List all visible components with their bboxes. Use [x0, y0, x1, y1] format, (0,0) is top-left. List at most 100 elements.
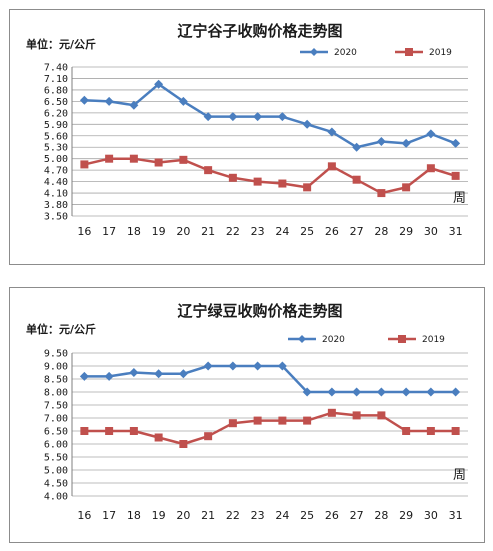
millet-point-2019: [451, 171, 460, 180]
millet-x-tick-label: 19: [152, 225, 166, 238]
mungbean-point-2020: [129, 368, 139, 377]
mungbean-point-2019: [278, 416, 287, 425]
millet-y-tick-label: 3.50: [44, 212, 68, 223]
millet-x-tick-label: 29: [399, 225, 413, 238]
millet-point-2020: [79, 95, 89, 105]
millet-point-2019: [352, 175, 361, 184]
millet-point-2019: [154, 158, 163, 167]
mungbean-y-tick-label: 5.50: [44, 453, 68, 464]
mungbean-x-tick-label: 20: [176, 509, 190, 522]
millet-point-2020: [376, 137, 386, 146]
millet-x-tick-label: 30: [424, 225, 438, 238]
mungbean-point-2020: [154, 369, 164, 379]
mungbean-point-2019: [179, 440, 188, 448]
millet-y-tick-label: 7.10: [44, 74, 68, 85]
millet-title: 辽宁谷子收购价格走势图: [177, 22, 342, 40]
millet-point-2019: [129, 154, 138, 163]
millet-point-2020: [104, 96, 114, 106]
mungbean-point-2019: [303, 416, 312, 425]
millet-x-tick-label: 21: [201, 225, 215, 238]
millet-x-tick-label: 17: [102, 225, 116, 238]
mungbean-point-2019: [129, 427, 138, 435]
mungbean-x-axis-label: 周: [453, 468, 466, 483]
millet-point-2020: [401, 138, 411, 148]
millet-point-2020: [277, 112, 287, 122]
millet-point-2019: [278, 179, 287, 188]
mungbean-x-tick-label: 30: [424, 509, 438, 522]
millet-point-2019: [426, 164, 435, 173]
mungbean-y-tick-label: 9.50: [44, 349, 68, 360]
mungbean-x-tick-label: 27: [350, 509, 364, 522]
millet-point-2019: [80, 160, 89, 169]
mungbean-y-tick-label: 4.00: [44, 492, 68, 503]
mungbean-y-tick-label: 8.00: [44, 388, 68, 399]
mungbean-point-2019: [426, 427, 435, 435]
mungbean-point-2019: [204, 432, 213, 441]
millet-point-2019: [253, 177, 262, 186]
mungbean-legend-label: 2019: [422, 335, 445, 345]
chart-mungbean: 辽宁绿豆收购价格走势图 单位：元/公斤 2020 2019 9.50 9.00 8.50 8.…: [9, 287, 485, 543]
mungbean-point-2020: [228, 361, 238, 371]
millet-y-tick-label: 5.60: [44, 131, 68, 142]
millet-y-tick-label: 4.40: [44, 177, 68, 188]
mungbean-y-tick-label: 4.50: [44, 479, 68, 490]
millet-point-2019: [179, 155, 188, 164]
millet-point-2019: [377, 189, 386, 198]
mungbean-x-tick-label: 19: [152, 509, 166, 522]
millet-y-tick-label: 5.90: [44, 120, 68, 131]
mungbean-x-tick-label: 26: [325, 509, 339, 522]
mungbean-x-tick-label: 24: [275, 509, 289, 522]
mungbean-title: 辽宁绿豆收购价格走势图: [177, 302, 342, 320]
mungbean-point-2019: [154, 433, 163, 442]
mungbean-point-2019: [451, 427, 460, 435]
mungbean-point-2020: [352, 387, 362, 397]
millet-point-2020: [154, 79, 164, 89]
mungbean-point-2020: [104, 371, 114, 381]
mungbean-point-2020: [79, 371, 89, 381]
mungbean-legend-2019: 2019: [388, 335, 445, 345]
mungbean-legend-marker: [398, 335, 406, 343]
millet-x-tick-label: 27: [350, 225, 364, 238]
mungbean-point-2019: [402, 427, 411, 435]
millet-legend-2019: 2019: [395, 48, 452, 58]
millet-point-2019: [303, 183, 312, 192]
mungbean-y-tick-label: 6.00: [44, 440, 68, 451]
millet-y-tick-label: 3.80: [44, 200, 68, 211]
millet-y-tick-label: 4.10: [44, 189, 68, 200]
millet-x-axis-label: 周: [453, 191, 466, 206]
millet-point-2019: [105, 154, 114, 163]
mungbean-x-tick-label: 18: [127, 509, 141, 522]
mungbean-y-tick-label: 7.50: [44, 401, 68, 412]
mungbean-point-2019: [228, 419, 237, 428]
mungbean-point-2020: [401, 387, 411, 397]
millet-x-tick-label: 22: [226, 225, 240, 238]
mungbean-point-2019: [352, 411, 361, 420]
mungbean-unit-label: 单位：元/公斤: [26, 322, 96, 336]
mungbean-x-tick-label: 23: [251, 509, 265, 522]
mungbean-y-tick-label: 5.00: [44, 466, 68, 477]
millet-legend-label: 2019: [429, 48, 452, 58]
millet-x-tick-label: 18: [127, 225, 141, 238]
millet-x-tick-label: 20: [176, 225, 190, 238]
millet-point-2020: [228, 112, 238, 122]
mungbean-x-tick-label: 28: [374, 509, 388, 522]
mungbean-point-2020: [178, 369, 188, 379]
mungbean-point-2019: [253, 416, 262, 425]
millet-point-2020: [203, 112, 213, 122]
mungbean-series-line-2020: [84, 364, 456, 394]
millet-x-tick-label: 26: [325, 225, 339, 238]
millet-point-2019: [402, 183, 411, 192]
mungbean-point-2020: [327, 387, 337, 397]
mungbean-x-tick-label: 22: [226, 509, 240, 522]
millet-point-2020: [302, 119, 312, 129]
millet-x-tick-label: 28: [374, 225, 388, 238]
mungbean-x-tick-label: 16: [77, 509, 91, 522]
mungbean-point-2020: [277, 361, 287, 371]
mungbean-point-2019: [80, 427, 89, 435]
mungbean-point-2020: [302, 387, 312, 397]
millet-legend-marker: [310, 48, 318, 56]
millet-x-tick-label: 24: [275, 225, 289, 238]
mungbean-point-2020: [253, 361, 263, 371]
millet-x-tick-label: 31: [449, 225, 463, 238]
